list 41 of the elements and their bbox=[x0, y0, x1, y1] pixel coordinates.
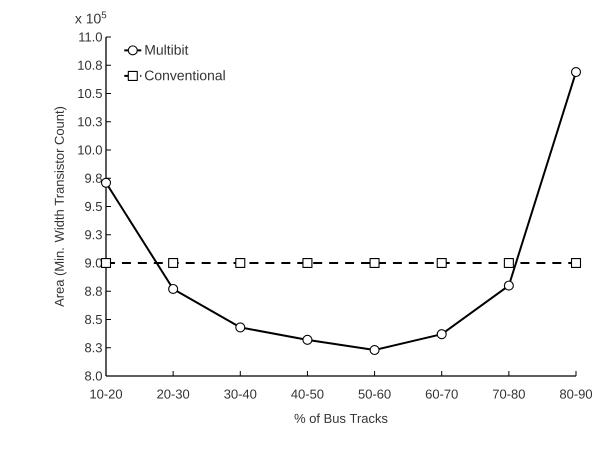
y-axis-title: Area (Min. Width Transistor Count) bbox=[54, 106, 66, 307]
text: x 10$^{5}$ bbox=[75, 11, 106, 24]
y-tick-label: 11.0 bbox=[79, 32, 102, 42]
y-tick-label: 8.8 bbox=[85, 286, 102, 296]
point bbox=[570, 258, 582, 268]
x-axis-title: % of Bus Tracks bbox=[294, 413, 388, 423]
y-tick-label: 8.0 bbox=[85, 371, 102, 381]
x-tick-label: 20-30 bbox=[157, 389, 190, 399]
point bbox=[570, 66, 582, 78]
x-tick-label: 10-20 bbox=[90, 389, 122, 399]
x-tick-label: 30-40 bbox=[224, 389, 256, 399]
point bbox=[168, 284, 178, 294]
point bbox=[302, 258, 312, 268]
x-tick-label: 40-50 bbox=[291, 389, 324, 399]
point bbox=[302, 334, 312, 345]
point bbox=[100, 178, 112, 188]
x-tick-label: 60-70 bbox=[426, 389, 458, 399]
point bbox=[436, 329, 447, 340]
legend-label: Conventional bbox=[144, 70, 225, 80]
point bbox=[100, 258, 112, 268]
legend-label: Multibit bbox=[145, 44, 188, 55]
x-tick-label: 70-80 bbox=[492, 389, 525, 399]
point bbox=[370, 258, 380, 268]
y-tick-label: 10.3 bbox=[78, 117, 102, 126]
y-tick-label: 10.5 bbox=[78, 88, 102, 98]
y-tick-label: 10.8 bbox=[78, 60, 102, 70]
y-tick-label: 9.8 bbox=[85, 174, 102, 183]
point bbox=[370, 344, 380, 356]
point bbox=[235, 258, 246, 268]
y-tick-label: 9.3 bbox=[85, 230, 102, 240]
y-tick-label: 8.5 bbox=[85, 314, 102, 324]
point bbox=[168, 258, 178, 268]
x-tick-label: 80-90 bbox=[560, 389, 592, 399]
point bbox=[436, 258, 447, 268]
y-tick-label: 8.3 bbox=[85, 343, 102, 352]
point bbox=[504, 258, 514, 268]
y-tick-label: 9.5 bbox=[85, 202, 102, 212]
point bbox=[235, 322, 246, 332]
point bbox=[504, 280, 514, 291]
x-tick-label: 50-60 bbox=[358, 389, 391, 399]
y-tick-label: 10.0 bbox=[78, 145, 102, 155]
